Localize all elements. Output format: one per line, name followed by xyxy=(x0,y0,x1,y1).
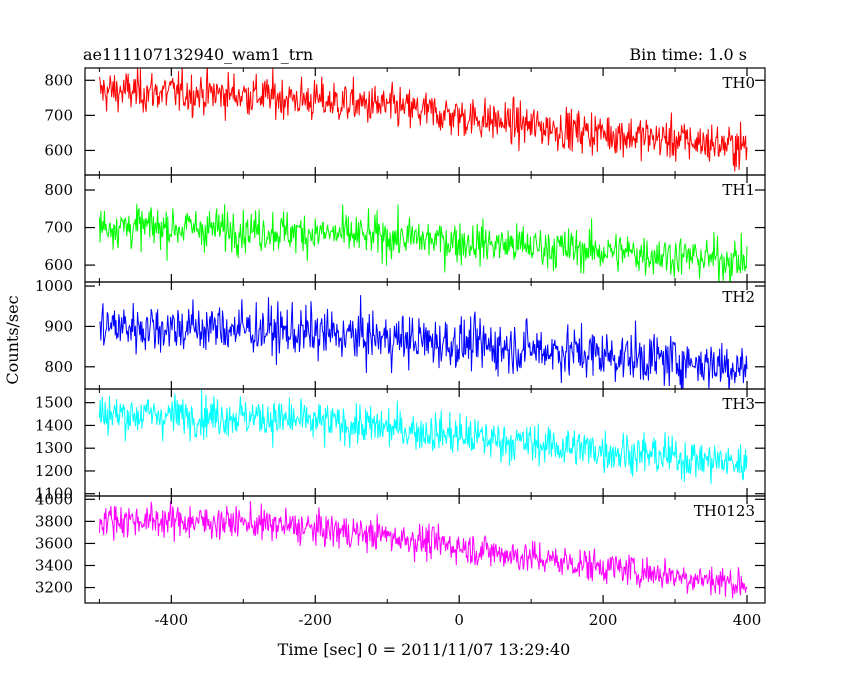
y-tick-label: 1200 xyxy=(35,462,73,480)
panel-label: TH2 xyxy=(722,288,755,306)
y-tick-label: 600 xyxy=(44,141,73,159)
series-line-th1 xyxy=(98,203,748,282)
panel-th0123: 3200 3400 3600 3800 4000 TH0123 xyxy=(35,490,766,604)
y-tick-label: 1000 xyxy=(35,277,73,295)
y-tick-label: 800 xyxy=(44,71,73,89)
panel-th3: 1100 1200 1300 1400 1500 TH3 xyxy=(35,388,766,503)
y-tick-label: 1400 xyxy=(35,416,73,434)
panel-th1: 600 700 800 TH1 xyxy=(44,174,766,283)
x-tick-label: -400 xyxy=(154,611,188,629)
bin-time-label: Bin time: 1.0 s xyxy=(629,45,747,64)
panels-group: 600 700 800 TH0 600 700 800 TH1 800 900 1000 TH2 110… xyxy=(35,67,766,629)
panel-label: TH0 xyxy=(722,74,755,92)
panel-label: TH3 xyxy=(722,395,755,413)
y-tick-label: 1300 xyxy=(35,439,73,457)
series-line-th0123 xyxy=(98,500,748,599)
y-axis-label: Counts/sec xyxy=(3,295,22,384)
y-tick-label: 3200 xyxy=(35,579,73,597)
series-line-th3 xyxy=(98,389,748,484)
y-tick-label: 4000 xyxy=(35,490,73,508)
x-tick-label: 0 xyxy=(454,611,464,629)
x-tick-label: 400 xyxy=(733,611,762,629)
x-axis-label: Time [sec] 0 = 2011/11/07 13:29:40 xyxy=(278,640,571,659)
y-tick-label: 700 xyxy=(44,106,73,124)
y-tick-label: 900 xyxy=(44,317,73,335)
plot-title: ae111107132940_wam1_trn xyxy=(83,45,313,64)
panel-th2: 800 900 1000 TH2 xyxy=(35,277,766,390)
y-tick-label: 1500 xyxy=(35,394,73,412)
y-tick-label: 1100 xyxy=(35,485,73,503)
y-tick-label: 3800 xyxy=(35,512,73,530)
y-tick-label: 800 xyxy=(44,181,73,199)
y-tick-label: 800 xyxy=(44,358,73,376)
y-tick-label: 700 xyxy=(44,219,73,237)
y-tick-label: 600 xyxy=(44,256,73,274)
series-line-th0 xyxy=(98,68,748,172)
panel-frame xyxy=(84,495,766,604)
x-tick-label: -200 xyxy=(298,611,332,629)
y-tick-label: 3400 xyxy=(35,556,73,574)
y-tick-label: 3600 xyxy=(35,534,73,552)
series-line-th2 xyxy=(99,295,748,389)
panel-th0: 600 700 800 TH0 xyxy=(44,67,766,176)
x-tick-label: 200 xyxy=(589,611,618,629)
panel-label: TH1 xyxy=(722,181,755,199)
panel-label: TH0123 xyxy=(694,502,755,520)
